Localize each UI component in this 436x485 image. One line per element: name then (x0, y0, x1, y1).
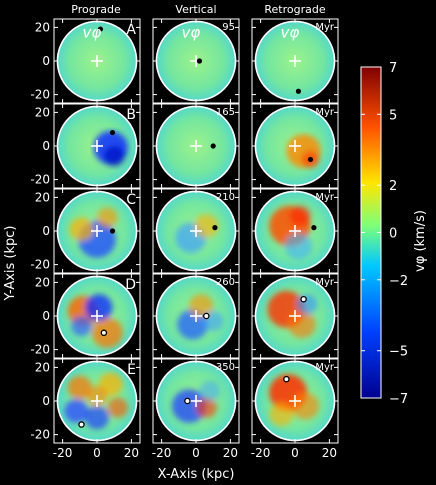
satellite-marker (109, 228, 116, 234)
time-unit-label: Myr (315, 107, 335, 118)
panel: E 20 0 -20-20 0 20 (30, 358, 141, 460)
panel: 260 (152, 273, 240, 359)
satellite-marker (78, 421, 85, 428)
x-tick-label: 0 (93, 446, 101, 460)
panel: C 20 0 -20 (30, 188, 141, 274)
y-tick-label: -20 (30, 343, 50, 357)
x-tick-label: -20 (251, 446, 271, 460)
panel: 350 -20 0 20 (152, 358, 240, 460)
time-unit-label: Myr (315, 277, 335, 288)
time-unit-label: Myr (315, 192, 335, 203)
panel: Myr -20 0 20 (251, 358, 339, 460)
y-tick-label: -20 (30, 428, 50, 442)
y-tick-label: 20 (35, 275, 50, 289)
y-tick-label: 20 (35, 360, 50, 374)
x-tick-label: 0 (192, 446, 200, 460)
y-tick-label: 0 (42, 139, 50, 153)
x-tick-label: 0 (291, 446, 299, 460)
panel: Myr (251, 103, 339, 189)
x-tick-label: -20 (152, 446, 172, 460)
satellite-marker (210, 143, 216, 149)
time-unit-label: Myr (315, 22, 335, 33)
panel: B 20 0 -20 (30, 103, 141, 189)
row-letter: C (126, 192, 136, 208)
colorbar-tick-label: −5 (389, 345, 408, 360)
y-tick-label: 20 (35, 190, 50, 204)
x-tick-label: 20 (322, 446, 337, 460)
colorbar-tick-label: −7 (389, 392, 408, 407)
satellite-marker (311, 225, 317, 231)
satellite-marker (97, 26, 104, 32)
row-letter: D (125, 277, 136, 293)
satellite-marker (196, 58, 203, 64)
y-tick-label: 0 (42, 394, 50, 408)
column-title-prograde: Prograde (71, 3, 121, 16)
x-tick-label: 20 (223, 446, 238, 460)
y-tick-label: 0 (42, 224, 50, 238)
satellite-marker (184, 397, 191, 405)
x-axis-label: X-Axis (kpc) (158, 467, 235, 482)
panel: D 20 0 -20 (30, 273, 141, 359)
panel: 165 (152, 103, 240, 189)
y-tick-label: -20 (30, 173, 50, 187)
time-label: 165 (216, 107, 235, 118)
column-title-retrograde: Retrograde (264, 3, 325, 16)
time-label: 210 (216, 192, 235, 203)
y-tick-label: 20 (35, 105, 50, 119)
y-tick-label: 20 (35, 20, 50, 34)
panel-symbol: vφ (280, 23, 299, 41)
row-letter: A (126, 22, 136, 38)
y-tick-label: 0 (42, 309, 50, 323)
x-tick-label: -20 (53, 446, 73, 460)
time-label: 350 (216, 362, 235, 373)
row-letter: B (126, 107, 136, 123)
colorbar: 7 5 2 0 −2 −5 −7 vφ (km/s) (360, 61, 428, 407)
colorbar-tick-label: 2 (389, 179, 397, 194)
panel: Myr vφ (251, 18, 339, 104)
colorbar-label: vφ (km/s) (413, 210, 428, 272)
colorbar-tick-label: 5 (389, 108, 397, 123)
satellite-marker (283, 375, 290, 383)
panel: 210 (152, 188, 240, 274)
y-axis-label: Y-Axis (kpc) (3, 226, 18, 302)
y-tick-label: -20 (30, 88, 50, 102)
panel-symbol: vφ (82, 23, 101, 41)
column-title-vertical: Vertical (175, 3, 216, 16)
colorbar-tick-label: 7 (389, 61, 397, 76)
x-tick-label: 20 (124, 446, 139, 460)
satellite-marker (212, 225, 218, 231)
satellite-marker (307, 156, 314, 163)
panel: 95 vφ (152, 18, 240, 104)
panel: Myr (251, 188, 339, 274)
time-label: 260 (216, 277, 235, 288)
satellite-marker (203, 312, 210, 320)
y-tick-label: -20 (30, 258, 50, 272)
panel: Myr (251, 273, 339, 359)
panel-grid: A 20 0 -20 vφ 95 vφ Myr vφ B 20 0 -20 165 Myr C 20 0 -20 21… (30, 18, 339, 460)
y-tick-label: 0 (42, 54, 50, 68)
colorbar-tick-label: −2 (389, 274, 408, 289)
colorbar-tick-label: 0 (389, 227, 397, 242)
satellite-marker (100, 329, 108, 337)
panel-symbol: vφ (181, 23, 200, 41)
time-label: 95 (222, 22, 235, 33)
satellite-marker (300, 295, 307, 303)
row-letter: E (127, 362, 136, 378)
satellite-marker (109, 129, 116, 136)
panel: A 20 0 -20 vφ (30, 18, 141, 104)
satellite-marker (295, 88, 302, 94)
time-unit-label: Myr (315, 362, 335, 373)
